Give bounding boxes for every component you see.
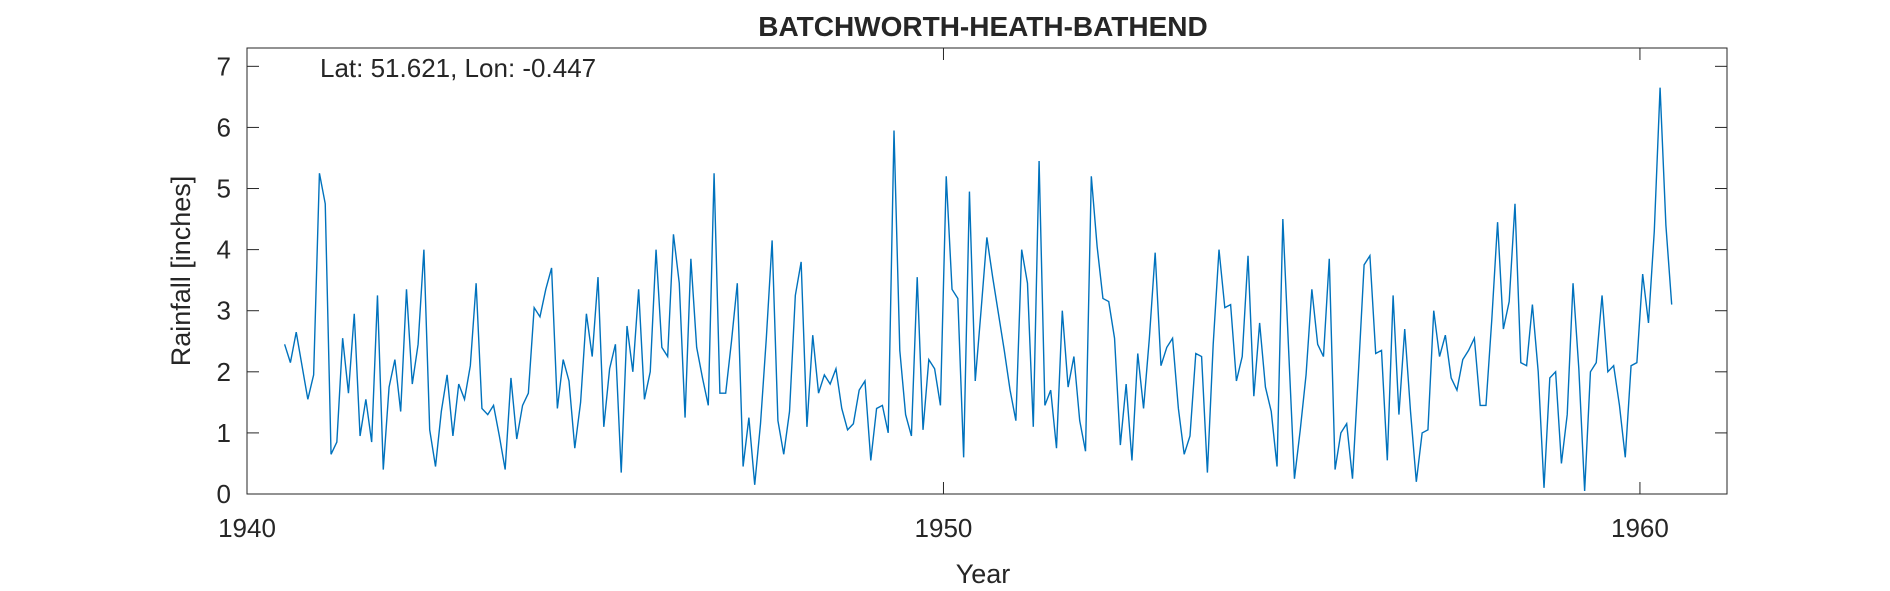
rainfall-series-line — [283, 87, 1673, 491]
plot-area — [246, 47, 1728, 495]
y-axis-label: Rainfall [inches] — [166, 176, 196, 367]
location-annotation: Lat: 51.621, Lon: -0.447 — [320, 53, 596, 83]
y-tick-label: 2 — [217, 357, 231, 387]
x-axis-label: Year — [956, 559, 1011, 589]
y-tick-label: 5 — [217, 174, 231, 204]
x-tick-label: 1960 — [1611, 513, 1669, 543]
y-tick-label: 7 — [217, 51, 231, 81]
y-tick-label: 6 — [217, 112, 231, 142]
chart-title: BATCHWORTH-HEATH-BATHEND — [758, 11, 1207, 42]
y-tick-label: 3 — [217, 296, 231, 326]
x-tick-label: 1950 — [915, 513, 973, 543]
x-tick-label: 1940 — [218, 513, 276, 543]
y-tick-label: 4 — [217, 235, 231, 265]
y-tick-label: 0 — [217, 479, 231, 509]
y-axis: 0 1 2 3 4 5 6 7 — [217, 51, 1727, 509]
x-axis: 1940 1950 1960 — [218, 48, 1669, 543]
y-tick-label: 1 — [217, 418, 231, 448]
